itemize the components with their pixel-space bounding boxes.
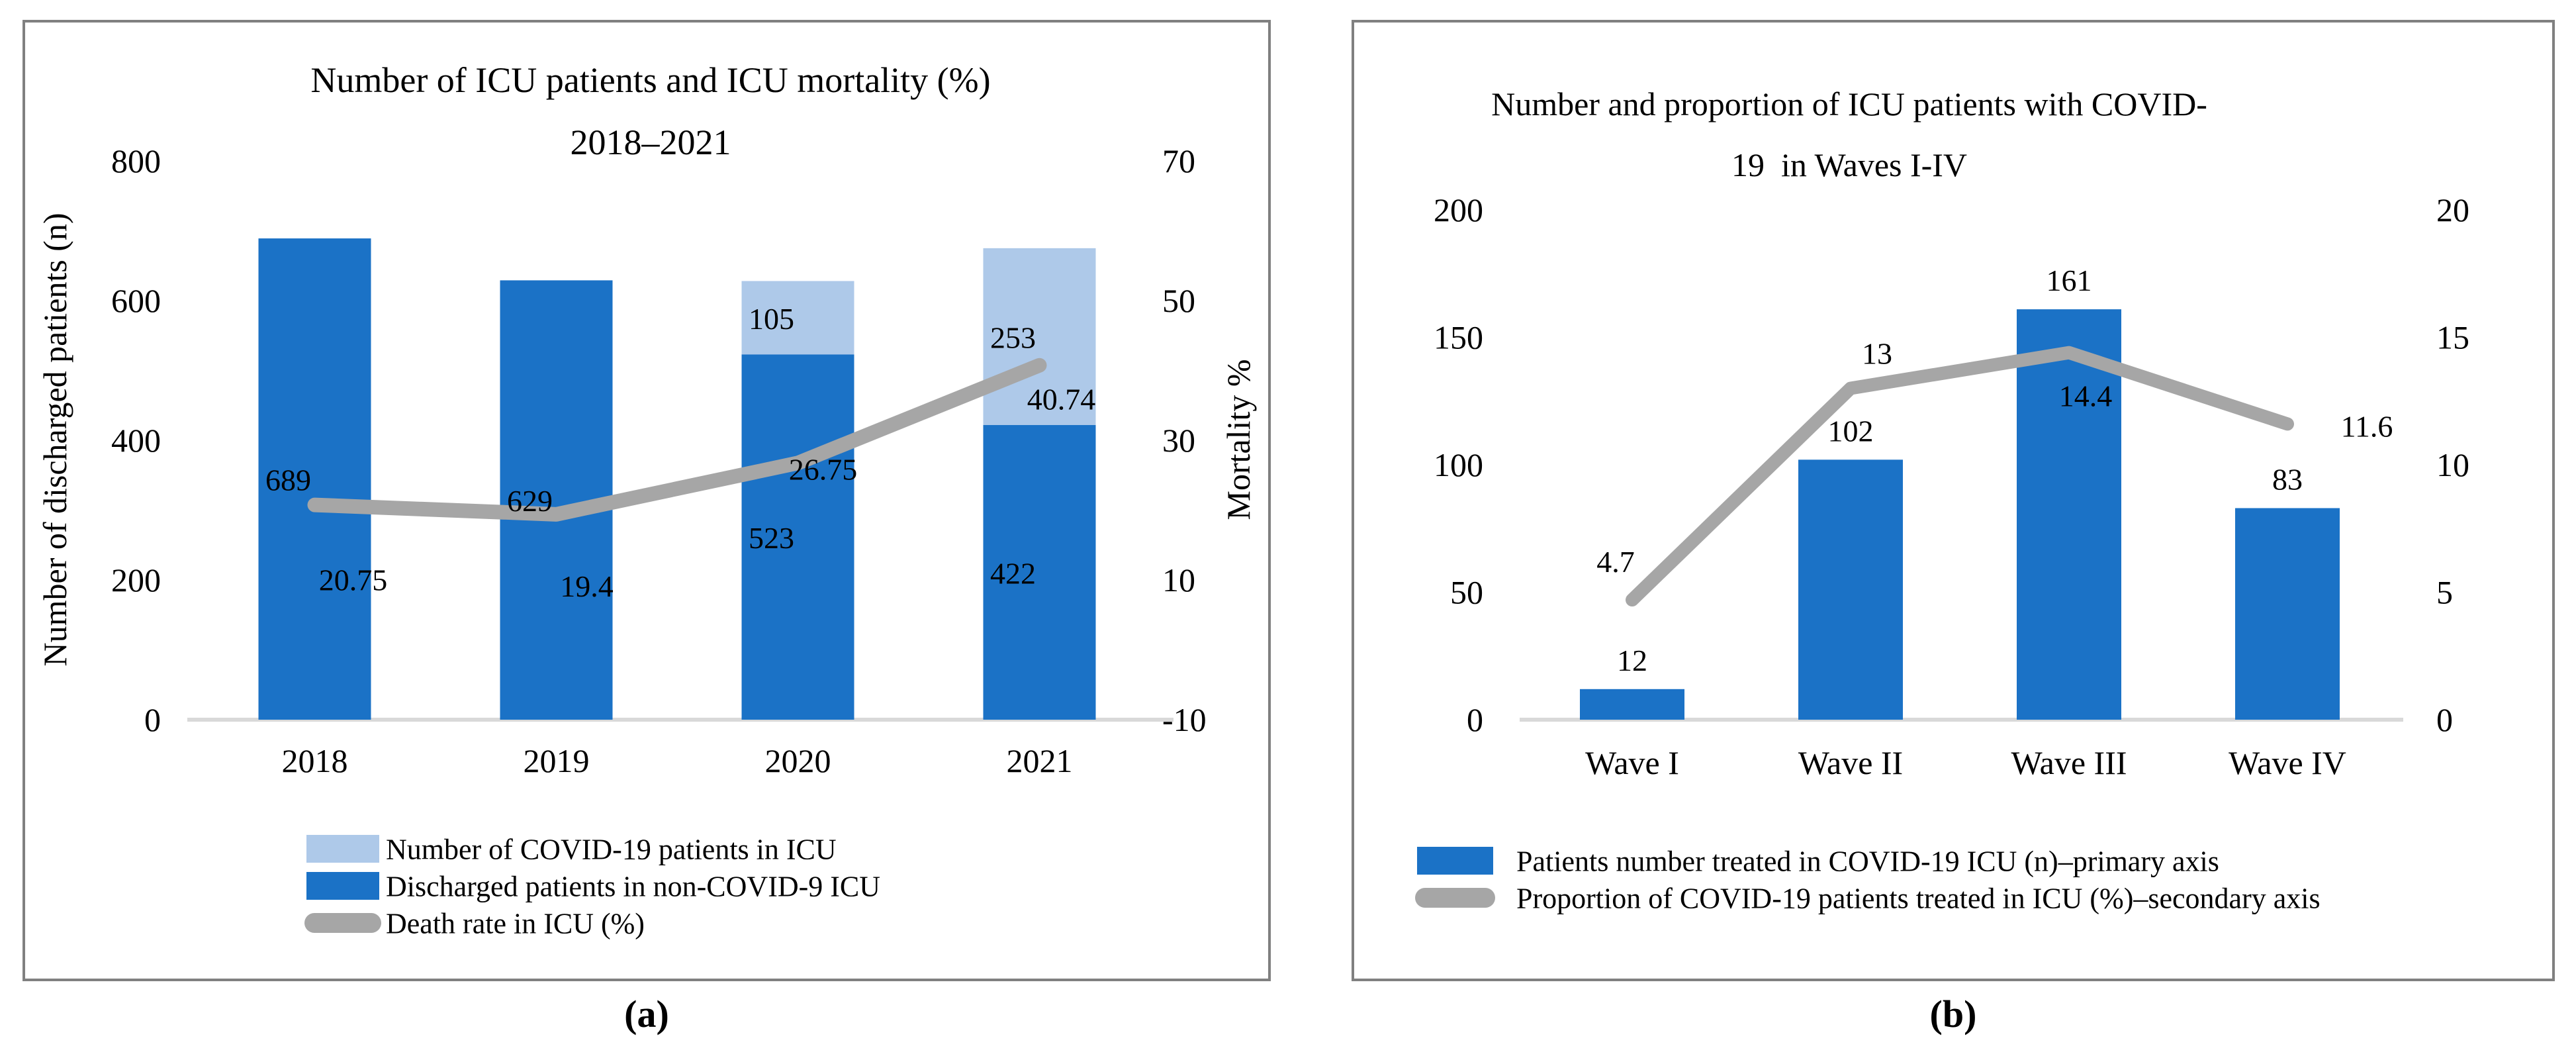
bar-a-2020-s0: [741, 354, 854, 720]
bar-label-629: 629: [507, 484, 553, 518]
y-left-tick-200: 200: [111, 561, 161, 599]
y-left-axis-title: Number of discharged patients (n): [36, 213, 73, 667]
y-right-tick-5: 5: [2436, 574, 2453, 611]
chart-title-line-2: 19 in Waves I-IV: [1731, 146, 1967, 183]
x-tick-wave-iii: Wave III: [2011, 744, 2127, 781]
line-series: [1626, 346, 2294, 607]
line-series: [307, 358, 1047, 522]
legend-swatch-patch-1: [306, 872, 379, 900]
y-right-tick-70: 70: [1162, 142, 1195, 179]
y-left-tick-400: 400: [111, 422, 161, 459]
x-tick-2021: 2021: [1007, 742, 1073, 779]
x-tick-2020: 2020: [765, 742, 831, 779]
line-label-11.6: 11.6: [2341, 409, 2393, 443]
y-right-tick-0: 0: [2436, 701, 2453, 738]
bar-label-689: 689: [265, 463, 311, 497]
legend-label-1: Discharged patients in non-COVID-9 ICU: [386, 870, 880, 902]
line-label-14.4: 14.4: [2059, 379, 2113, 413]
legend-swatch-patch-0: [1417, 847, 1493, 875]
y-right-tick-10: 10: [2436, 446, 2469, 483]
panel-a: Number of ICU patients and ICU mortality…: [23, 20, 1271, 981]
y-right-tick-20: 20: [2436, 191, 2469, 228]
y-right-tick-15: 15: [2436, 319, 2469, 356]
bar-label-102: 102: [1828, 414, 1874, 448]
panel-b: Number and proportion of ICU patients wi…: [1352, 20, 2555, 981]
y-left-tick-0: 0: [1467, 701, 1483, 738]
legend-label-2: Death rate in ICU (%): [386, 907, 645, 940]
x-tick-wave-iv: Wave IV: [2229, 744, 2346, 781]
x-tick-2018: 2018: [282, 742, 348, 779]
bar-label-161: 161: [2047, 264, 2092, 297]
line-label-13: 13: [1862, 337, 1892, 371]
chart-title-line-1: Number and proportion of ICU patients wi…: [1491, 85, 2207, 122]
chart-title-line-2: 2018–2021: [571, 122, 731, 162]
bar-label-253: 253: [990, 320, 1036, 354]
caption-a: (a): [624, 992, 669, 1036]
line-label-20.75: 20.75: [319, 563, 388, 597]
legend-label-1: Proportion of COVID-19 patients treated …: [1516, 882, 2321, 914]
y-right-tick-30: 30: [1162, 422, 1195, 459]
chart-b-covid-waves: Number and proportion of ICU patients wi…: [1415, 85, 2469, 914]
y-right-tick--10: -10: [1162, 701, 1207, 738]
bar-a-2021-s1: [983, 248, 1096, 425]
y-left-tick-50: 50: [1450, 574, 1483, 611]
bar-label-422: 422: [990, 556, 1036, 590]
y-left-tick-0: 0: [144, 701, 161, 738]
legend-label-0: Number of COVID-19 patients in ICU: [386, 833, 837, 865]
bar-label-105: 105: [749, 302, 794, 336]
y-left-tick-100: 100: [1434, 446, 1483, 483]
chart-a-icu-patients-mortality: Number of ICU patients and ICU mortality…: [36, 60, 1257, 940]
bar-a-2021-s0: [983, 424, 1096, 720]
bar-a-2018-s0: [258, 238, 371, 720]
y-left-tick-200: 200: [1434, 191, 1483, 228]
legend-label-0: Patients number treated in COVID-19 ICU …: [1516, 845, 2219, 877]
bar-a-2020-s1: [741, 281, 854, 355]
line-label-19.4: 19.4: [560, 569, 614, 603]
x-tick-wave-i: Wave I: [1585, 744, 1679, 781]
bar-b-wave-ii-s0: [1798, 459, 1903, 720]
bar-label-523: 523: [749, 521, 794, 555]
bar-b-wave-iii-s0: [2017, 309, 2121, 720]
bar-label-83: 83: [2272, 462, 2303, 496]
y-left-tick-800: 800: [111, 142, 161, 179]
y-right-axis-title: Mortality %: [1220, 359, 1257, 520]
x-tick-wave-ii: Wave II: [1798, 744, 1903, 781]
y-left-tick-600: 600: [111, 282, 161, 319]
x-tick-2019: 2019: [524, 742, 590, 779]
legend-swatch-patch-0: [306, 835, 379, 863]
bar-b-wave-i-s0: [1580, 689, 1684, 720]
line-label-26.75: 26.75: [789, 452, 858, 486]
bar-label-12: 12: [1617, 644, 1647, 677]
y-left-tick-150: 150: [1434, 319, 1483, 356]
y-right-tick-50: 50: [1162, 282, 1195, 319]
line-label-40.74: 40.74: [1027, 383, 1096, 416]
line-label-4.7: 4.7: [1596, 545, 1635, 579]
bar-b-wave-iv-s0: [2235, 508, 2340, 720]
caption-b: (b): [1929, 992, 1977, 1036]
y-right-tick-10: 10: [1162, 561, 1195, 599]
chart-title-line-1: Number of ICU patients and ICU mortality…: [310, 60, 990, 100]
